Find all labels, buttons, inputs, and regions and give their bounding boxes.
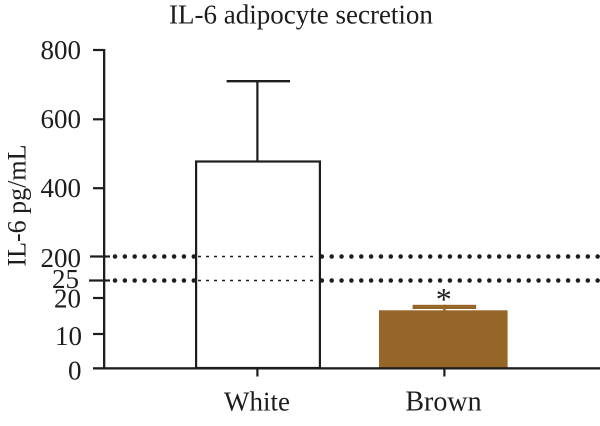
svg-text:200: 200	[41, 243, 82, 273]
svg-text:IL-6 pg/mL: IL-6 pg/mL	[3, 144, 32, 266]
svg-text:10: 10	[55, 321, 82, 351]
svg-text:800: 800	[41, 35, 82, 65]
svg-text:Brown: Brown	[405, 387, 481, 418]
svg-text:0: 0	[68, 356, 82, 386]
svg-text:White: White	[224, 387, 290, 417]
svg-text:*: *	[436, 281, 452, 317]
svg-text:600: 600	[41, 104, 82, 134]
svg-text:IL-6 adipocyte secretion: IL-6 adipocyte secretion	[169, 0, 433, 30]
svg-text:400: 400	[41, 173, 82, 203]
svg-text:20: 20	[54, 284, 81, 314]
svg-text:25: 25	[52, 264, 79, 294]
